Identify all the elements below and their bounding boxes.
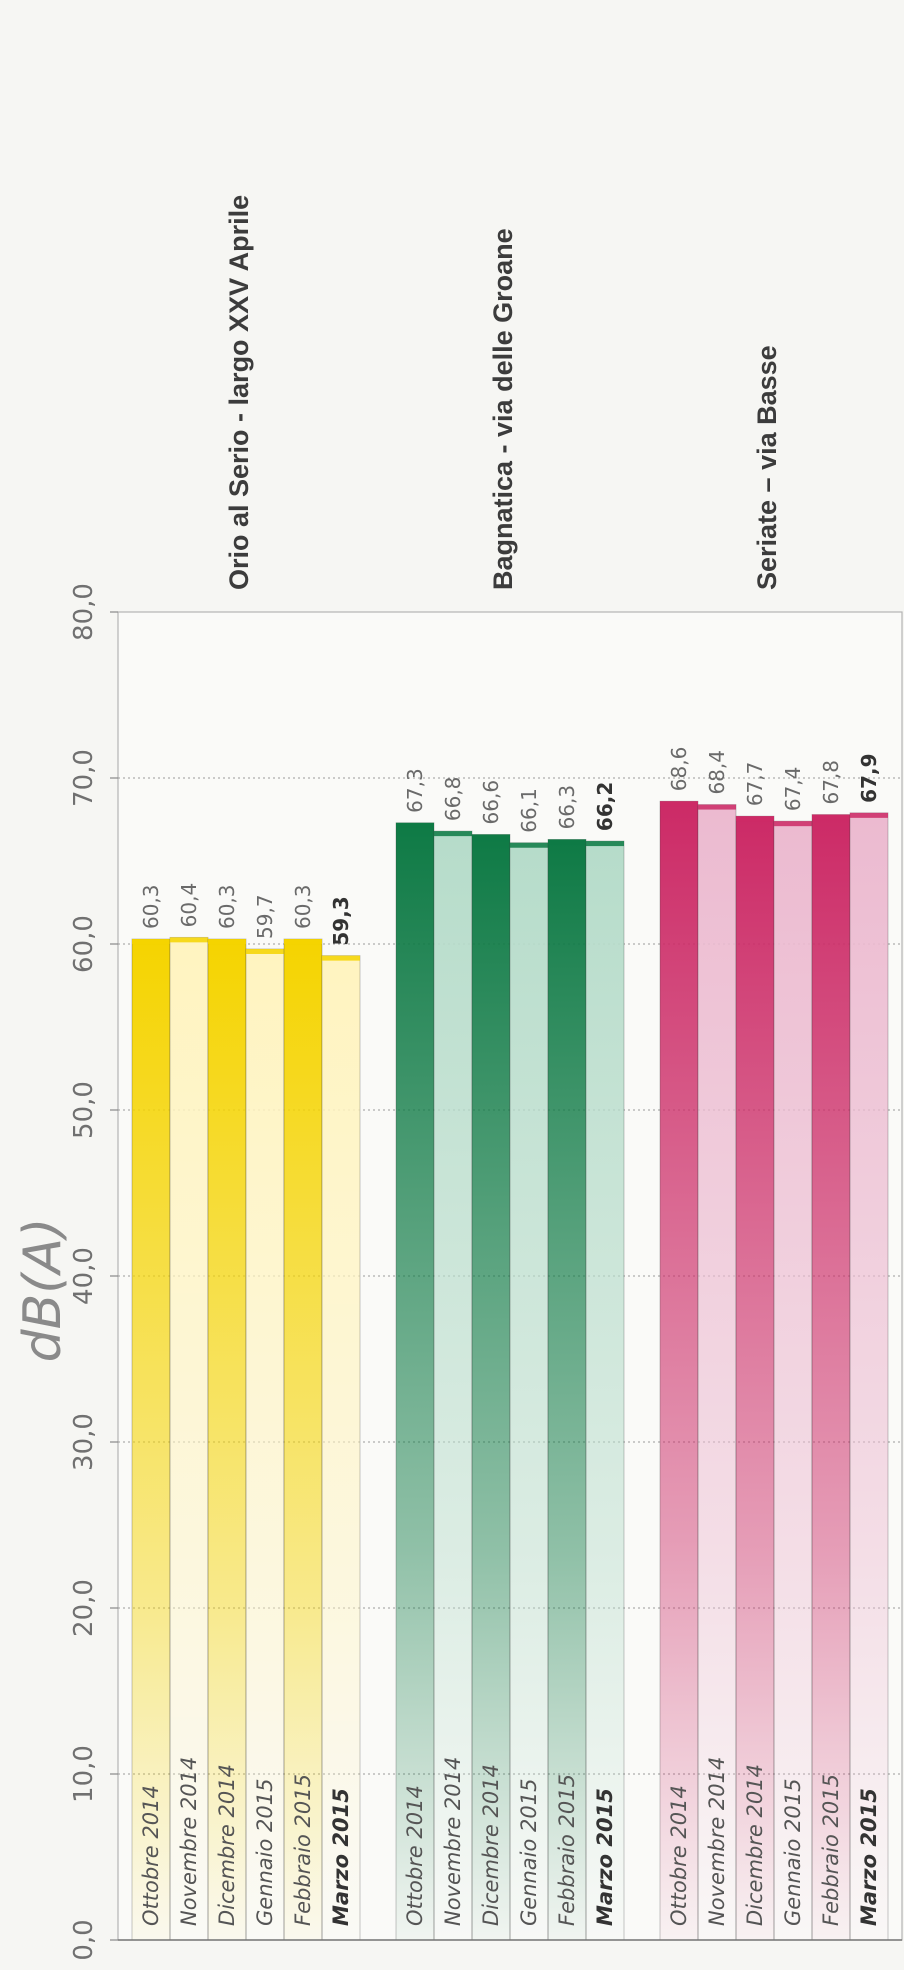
bar-cap xyxy=(284,939,322,945)
bar-cap xyxy=(170,937,208,943)
bar-cap xyxy=(774,821,812,827)
value-label: 66,6 xyxy=(479,780,503,825)
value-label: 67,7 xyxy=(743,762,767,807)
bar-cap xyxy=(850,812,888,818)
tick-label: 10,0 xyxy=(69,1745,99,1803)
bar-cap xyxy=(660,801,698,807)
bar-cap xyxy=(548,839,586,845)
category-label: Febbraio 2015 xyxy=(291,1774,315,1926)
category-label: Ottobre 2014 xyxy=(403,1785,427,1926)
category-label: Marzo 2015 xyxy=(329,1788,353,1926)
tick-label: 30,0 xyxy=(69,1413,99,1471)
category-label: Dicembre 2014 xyxy=(479,1764,503,1926)
tick-label: 20,0 xyxy=(69,1579,99,1637)
bar xyxy=(585,840,625,1941)
value-label: 59,7 xyxy=(253,894,277,939)
tick-label: 70,0 xyxy=(69,749,99,807)
tick-label: 0,0 xyxy=(69,1919,99,1960)
category-label: Gennaio 2015 xyxy=(253,1779,277,1926)
value-label: 60,3 xyxy=(291,884,315,929)
value-label: 67,3 xyxy=(403,768,427,813)
bar-cap xyxy=(510,842,548,848)
bar xyxy=(773,820,813,1941)
value-label: 67,4 xyxy=(781,767,805,812)
tick-label: 40,0 xyxy=(69,1247,99,1305)
bar xyxy=(697,804,737,1941)
value-label: 60,3 xyxy=(139,884,163,929)
value-label: 66,3 xyxy=(555,785,579,830)
bar-cap xyxy=(434,831,472,837)
bar xyxy=(471,834,511,1941)
category-label: Gennaio 2015 xyxy=(781,1779,805,1926)
value-label: 60,4 xyxy=(177,883,201,928)
bar-cap xyxy=(472,834,510,840)
value-label: 66,1 xyxy=(517,788,541,833)
category-label: Febbraio 2015 xyxy=(555,1774,579,1926)
bar-cap xyxy=(736,816,774,822)
category-label: Novembre 2014 xyxy=(705,1757,729,1926)
value-label: 66,8 xyxy=(441,777,465,822)
category-label: Marzo 2015 xyxy=(593,1788,617,1926)
group-title: Orio al Serio - largo XXV Aprile xyxy=(224,195,254,590)
value-label: 68,4 xyxy=(705,750,729,795)
chart-text: dB(A) 0,0 10,0 20,0 30,0 40,0 50,0 60,0 70,0 80,… xyxy=(13,195,881,1961)
tick-label: 60,0 xyxy=(69,915,99,973)
category-label: Novembre 2014 xyxy=(177,1757,201,1926)
category-label: Ottobre 2014 xyxy=(667,1785,691,1926)
category-label: Marzo 2015 xyxy=(857,1788,881,1926)
category-label: Dicembre 2014 xyxy=(215,1764,239,1926)
value-axis xyxy=(110,611,902,1941)
bar-cap xyxy=(322,955,360,961)
category-label: Gennaio 2015 xyxy=(517,1779,541,1926)
bar xyxy=(811,814,851,1941)
bar-cap xyxy=(208,939,246,945)
bar-cap xyxy=(698,804,736,810)
category-label: Dicembre 2014 xyxy=(743,1764,767,1926)
bar-cap xyxy=(132,939,170,945)
bars xyxy=(131,800,889,1941)
value-label: 59,3 xyxy=(329,896,353,945)
tick-label: 80,0 xyxy=(69,583,99,641)
bar-cap xyxy=(586,841,624,847)
group-title: Seriate – via Basse xyxy=(752,345,782,590)
value-label: 67,8 xyxy=(819,760,843,805)
bar-cap xyxy=(396,822,434,828)
group-title: Bagnatica - via delle Groane xyxy=(488,228,518,590)
value-label: 68,6 xyxy=(667,747,691,792)
bar xyxy=(509,842,549,1941)
category-label: Novembre 2014 xyxy=(441,1757,465,1926)
category-label: Ottobre 2014 xyxy=(139,1785,163,1926)
value-label: 60,3 xyxy=(215,884,239,929)
bar xyxy=(659,800,699,1941)
value-label: 66,2 xyxy=(593,782,617,831)
bar xyxy=(547,839,587,1941)
bar-cap xyxy=(246,948,284,954)
tick-label: 50,0 xyxy=(69,1081,99,1139)
bar xyxy=(849,812,889,1941)
bar xyxy=(321,955,361,1941)
value-label: 67,9 xyxy=(857,754,881,803)
axis-title: dB(A) xyxy=(13,1218,73,1363)
bar-cap xyxy=(812,814,850,820)
category-label: Febbraio 2015 xyxy=(819,1774,843,1926)
bar xyxy=(395,822,435,1941)
